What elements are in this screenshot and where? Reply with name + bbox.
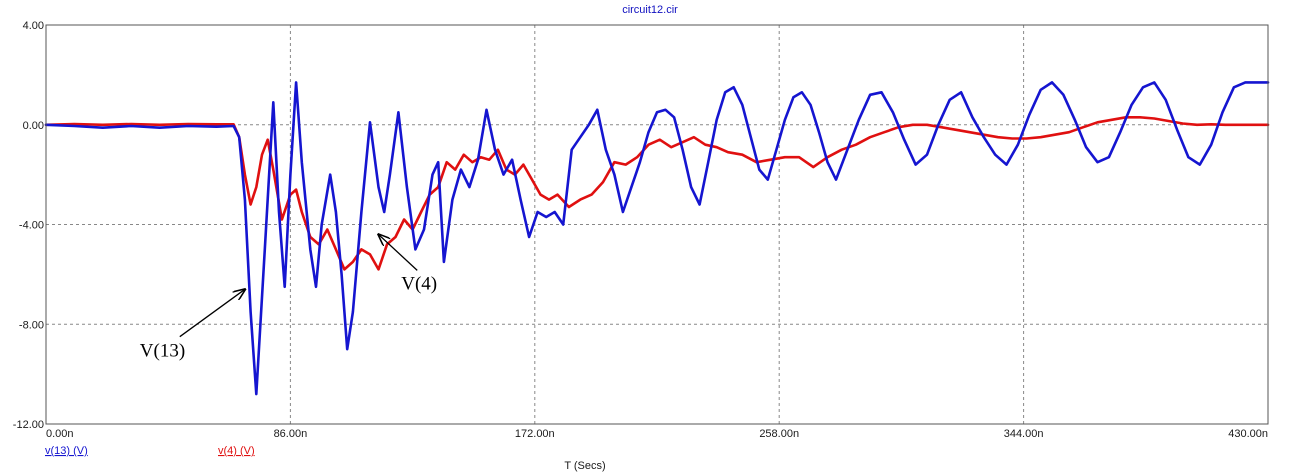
- annotation-label-0: V(13): [140, 341, 185, 362]
- x-axis-label: T (Secs): [564, 460, 605, 472]
- x-tick-labels: 0.00n 86.00n 172.00n 258.00n 344.00n 430.00n: [46, 428, 1268, 440]
- y-tick-label: -8.00: [19, 319, 44, 331]
- legend-entry-v4[interactable]: v(4) (V): [218, 445, 255, 457]
- x-tick-label: 86.00n: [274, 428, 308, 440]
- y-tick-label: -4.00: [19, 220, 44, 232]
- grid-lines: [46, 25, 1268, 424]
- y-tick-label: -12.00: [13, 419, 44, 431]
- annotation-label-1: V(4): [401, 273, 437, 294]
- y-tick-label: 0.00: [23, 120, 44, 132]
- chart-title: circuit12.cir: [622, 4, 678, 16]
- annotation-arrow-0: [180, 289, 245, 336]
- y-tick-label: 4.00: [23, 20, 44, 32]
- y-tick-labels: 4.00 0.00 -4.00 -8.00 -12.00: [13, 20, 44, 431]
- legend-entry-v13[interactable]: v(13) (V): [45, 445, 88, 457]
- series-line-1: [46, 117, 1268, 269]
- x-tick-label: 172.00n: [515, 428, 555, 440]
- annotations: V(13) V(4): [140, 234, 437, 361]
- x-tick-label: 430.00n: [1228, 428, 1268, 440]
- series-line-0: [46, 82, 1268, 394]
- x-tick-label: 0.00n: [46, 428, 74, 440]
- x-tick-label: 344.00n: [1004, 428, 1044, 440]
- series-layer: [46, 82, 1268, 394]
- x-tick-label: 258.00n: [759, 428, 799, 440]
